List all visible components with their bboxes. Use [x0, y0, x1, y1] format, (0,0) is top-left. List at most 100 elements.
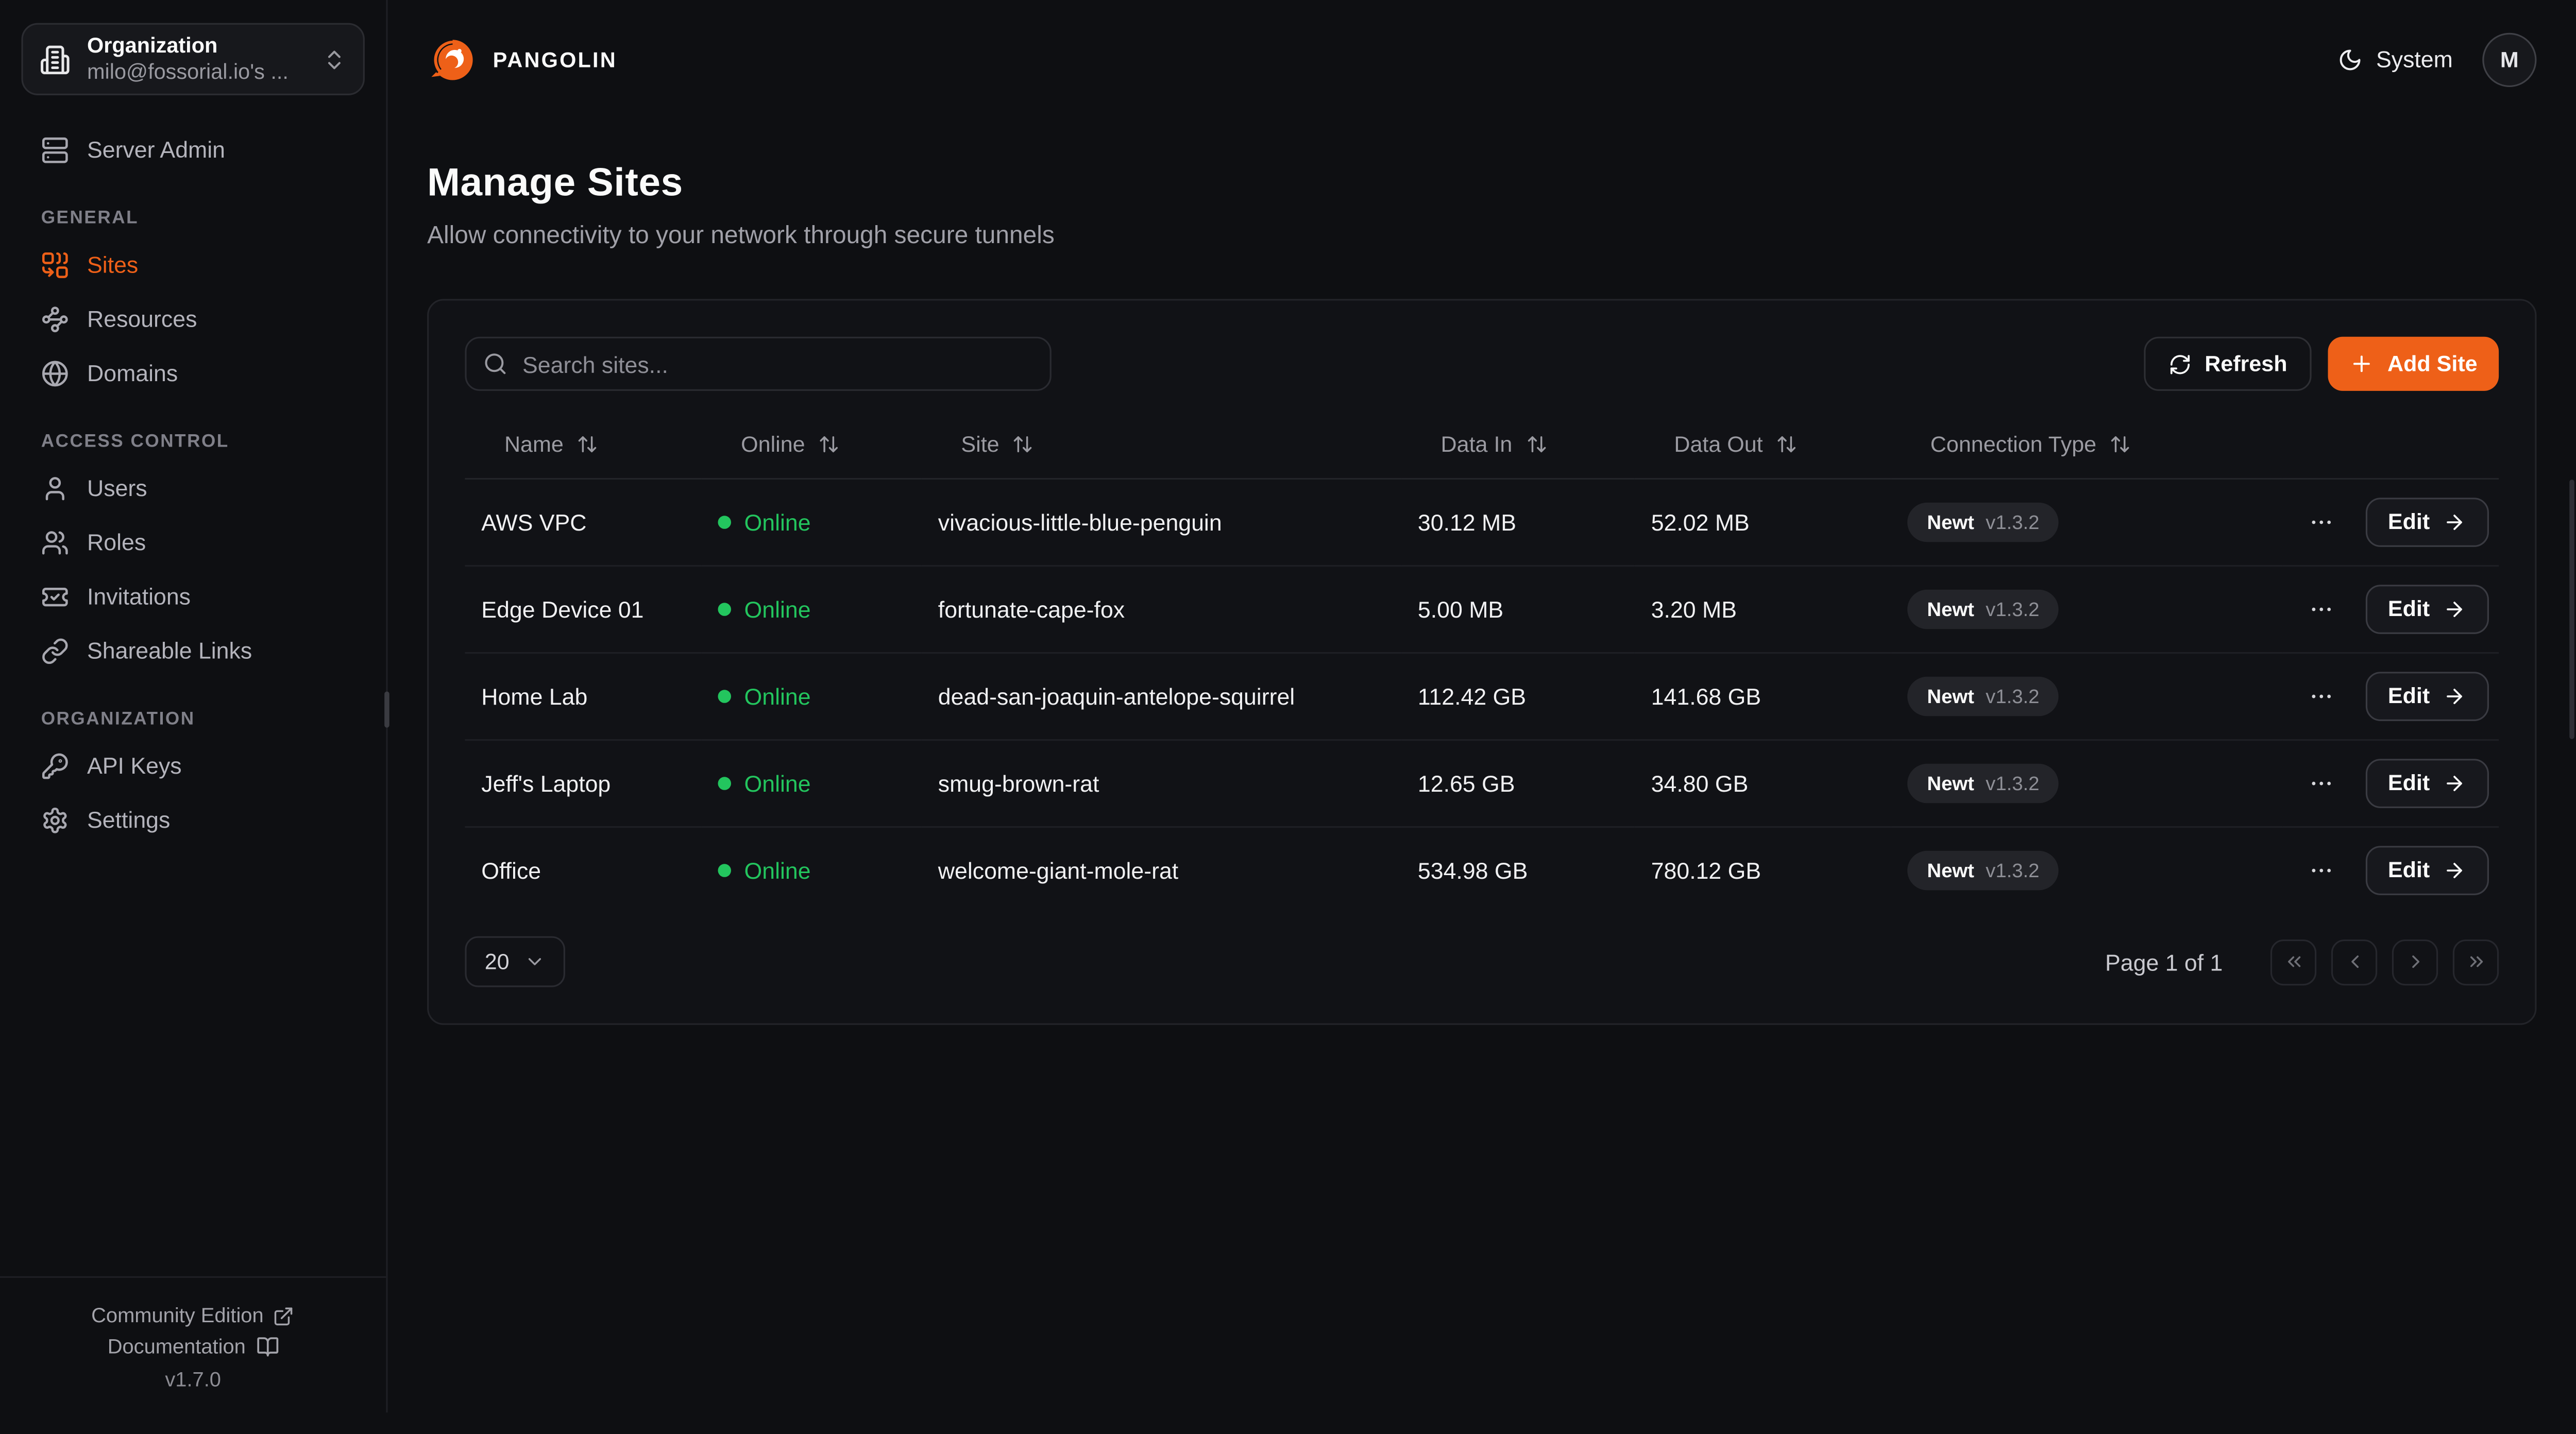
theme-toggle[interactable]: System — [2338, 46, 2453, 72]
cell-online: Online — [702, 826, 922, 913]
search-icon — [483, 351, 508, 376]
column-site[interactable]: Site — [921, 412, 1402, 479]
cell-actions: Edit — [2282, 739, 2499, 827]
refresh-button[interactable]: Refresh — [2144, 336, 2312, 391]
connection-badge: Newt v1.3.2 — [1907, 763, 2059, 803]
next-page-button[interactable] — [2392, 938, 2438, 985]
user-avatar[interactable]: M — [2482, 32, 2537, 87]
arrow-right-icon — [2447, 775, 2462, 791]
first-page-button[interactable] — [2270, 938, 2317, 985]
table-row: Jeff's Laptop Online smug-brown-rat 12.6… — [465, 739, 2499, 827]
row-menu-button[interactable] — [2299, 587, 2342, 630]
sidebar-item-shareable-links[interactable]: Shareable Links — [21, 626, 364, 675]
page-indicator: Page 1 of 1 — [2105, 948, 2223, 975]
ellipsis-icon — [2311, 868, 2330, 872]
edit-button[interactable]: Edit — [2365, 584, 2489, 634]
refresh-icon — [2170, 354, 2190, 373]
cell-site: fortunate-cape-fox — [921, 565, 1402, 653]
arrow-right-icon — [2447, 514, 2462, 530]
combine-icon — [42, 251, 68, 278]
ellipsis-icon — [2311, 781, 2330, 784]
brand-logo[interactable]: PANGOLIN — [427, 33, 617, 84]
sidebar-item-domains[interactable]: Domains — [21, 348, 364, 398]
column-data-out[interactable]: Data Out — [1634, 412, 1891, 479]
column-actions — [2282, 412, 2499, 479]
sidebar-item-sites[interactable]: Sites — [21, 240, 364, 289]
edit-button[interactable]: Edit — [2365, 758, 2489, 808]
brand-name: PANGOLIN — [493, 46, 617, 72]
cell-data-in: 5.00 MB — [1401, 565, 1635, 653]
gear-icon — [43, 807, 67, 833]
row-menu-button[interactable] — [2299, 500, 2342, 543]
last-page-button[interactable] — [2452, 938, 2499, 985]
book-open-icon — [256, 1337, 278, 1357]
row-menu-button[interactable] — [2299, 674, 2342, 717]
cell-connection-type: Newt v1.3.2 — [1891, 826, 2282, 913]
key-icon — [42, 753, 68, 778]
globe-icon — [42, 360, 68, 386]
chevron-left-icon — [2350, 955, 2358, 968]
row-menu-button[interactable] — [2299, 849, 2342, 892]
arrow-right-icon — [2447, 601, 2462, 617]
column-data-in[interactable]: Data In — [1401, 412, 1635, 479]
edit-button[interactable]: Edit — [2365, 671, 2489, 721]
sidebar-item-roles[interactable]: Roles — [21, 517, 364, 567]
cell-online: Online — [701, 739, 922, 827]
pangolin-logo-icon — [431, 38, 473, 79]
org-picker[interactable]: Organization milo@fossorial.io's ... — [21, 23, 365, 95]
column-online[interactable]: Online — [701, 412, 922, 479]
cell-name: Jeff's Laptop — [465, 739, 702, 827]
cell-data-out: 52.02 MB — [1634, 477, 1891, 566]
row-menu-button[interactable] — [2299, 761, 2342, 804]
connection-badge: Newt v1.3.2 — [1907, 850, 2059, 890]
cell-site: smug-brown-rat — [921, 739, 1402, 827]
cell-site: welcome-giant-mole-rat — [938, 857, 1179, 883]
cell-online: Online — [701, 565, 922, 653]
connection-badge: Newt v1.3.2 — [1907, 676, 2059, 715]
community-edition-link[interactable]: Community Edition — [0, 1304, 386, 1327]
arrow-right-icon — [2447, 862, 2462, 878]
scrollbar-thumb[interactable] — [2569, 480, 2574, 739]
table-toolbar: Refresh Add Site — [465, 336, 2499, 391]
cell-name: AWS VPC — [465, 477, 702, 566]
sidebar-item-server-admin[interactable]: Server Admin — [21, 125, 364, 174]
topbar: PANGOLIN System M — [427, 0, 2537, 118]
documentation-link[interactable]: Documentation — [0, 1335, 386, 1358]
sidebar-item-resources[interactable]: Resources — [21, 294, 364, 344]
search-input[interactable] — [465, 336, 1052, 391]
column-connection-type[interactable]: Connection Type — [1891, 412, 2282, 479]
sidebar-item-invitations[interactable]: Invitations — [21, 572, 364, 621]
sidebar-item-settings[interactable]: Settings — [21, 795, 364, 844]
column-name[interactable]: Name — [465, 412, 702, 479]
cell-connection-type: Newt v1.3.2 — [1891, 652, 2282, 740]
online-status-dot — [718, 776, 732, 790]
cell-data-out: 780.12 GB — [1651, 857, 1761, 883]
plus-icon — [2353, 355, 2370, 372]
cell-data-out: 3.20 MB — [1634, 565, 1891, 653]
page-size-select[interactable]: 20 — [465, 936, 566, 987]
nav-section-label: ACCESS CONTROL — [41, 432, 229, 452]
sort-icon — [820, 436, 838, 453]
edit-button[interactable]: Edit — [2365, 497, 2489, 547]
cell-data-in: 30.12 MB — [1401, 477, 1635, 566]
cell-online: Online — [701, 652, 922, 740]
sidebar-item-users[interactable]: Users — [21, 463, 364, 513]
ellipsis-icon — [2311, 607, 2330, 610]
user-icon — [45, 476, 64, 500]
edit-button[interactable]: Edit — [2365, 845, 2489, 895]
sort-icon — [578, 436, 597, 453]
sort-icon — [2111, 436, 2129, 453]
prev-page-button[interactable] — [2331, 938, 2378, 985]
page-title: Manage Sites — [427, 161, 683, 206]
sidebar-item-api-keys[interactable]: API Keys — [21, 741, 364, 790]
chevrons-up-down-icon — [322, 47, 347, 72]
server-icon — [42, 136, 68, 163]
sidebar-resize-handle[interactable] — [384, 691, 389, 728]
table-row: AWS VPC Online vivacious-little-blue-pen… — [465, 477, 2499, 566]
add-site-button[interactable]: Add Site — [2328, 336, 2499, 391]
cell-connection-type: Newt v1.3.2 — [1891, 477, 2282, 566]
online-status-dot — [718, 863, 732, 877]
cell-data-in: 12.65 GB — [1401, 739, 1635, 827]
ellipsis-icon — [2311, 694, 2330, 697]
cell-name: Home Lab — [465, 652, 702, 740]
